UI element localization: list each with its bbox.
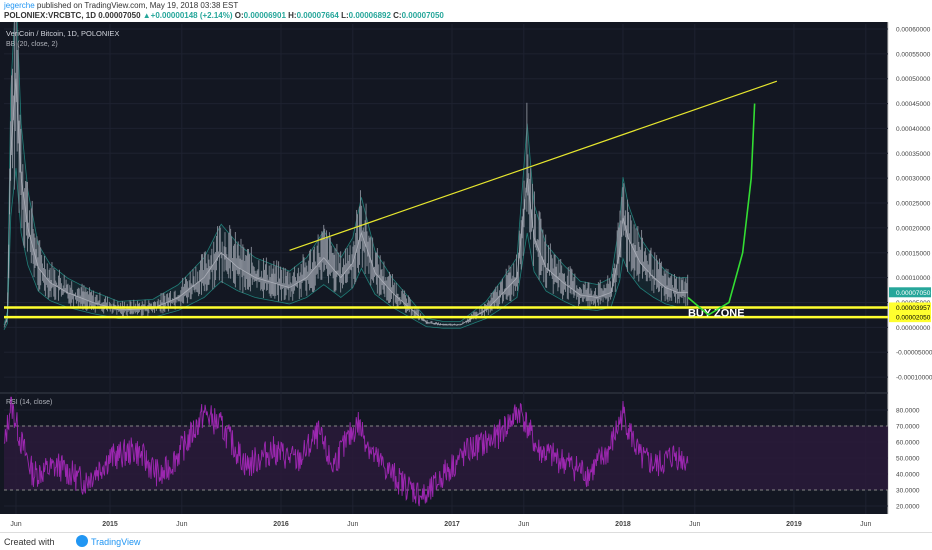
rsi-tick-label: 70.0000 (896, 424, 920, 431)
x-tick-label: 2017 (444, 521, 460, 528)
y-tick-label: 0.00010000 (896, 275, 931, 282)
x-tick-label: Jun (176, 521, 187, 528)
footer: Created with TradingView (0, 532, 932, 550)
x-tick-label: Jun (689, 521, 700, 528)
zone-price-label: 0.00002050 (896, 315, 931, 322)
y-tick-label: -0.00005000 (896, 350, 932, 357)
price-change: +0.00000148 (+2.14%) (150, 11, 233, 20)
rsi-tick-label: 30.0000 (896, 488, 920, 495)
buy-zone-label: BUY ZONE (688, 307, 745, 319)
x-tick-label: Jun (10, 521, 21, 528)
projection-curve (687, 103, 756, 316)
x-tick-label: Jun (347, 521, 358, 528)
chart-svg[interactable]: Jun 2015 Jun 2016 Jun 2017 Jun 2018 Jun 2019 Jun 0.… (0, 0, 932, 532)
rsi-tick-label: 80.0000 (896, 408, 920, 415)
x-tick-label: Jun (860, 521, 871, 528)
low-value: 0.00006892 (348, 11, 391, 20)
y-tick-label: 0.00055000 (896, 51, 931, 58)
low-label: L: (341, 11, 349, 20)
close-label: C: (393, 11, 402, 20)
price-axis-background (888, 22, 932, 532)
zone-price-label: 0.00003957 (896, 305, 931, 312)
y-tick-label: 0.00040000 (896, 126, 931, 133)
x-tick-label: 2015 (102, 521, 118, 528)
high-label: H: (288, 11, 297, 20)
open-value: 0.00006901 (243, 11, 286, 20)
rsi-tick-label: 60.0000 (896, 440, 920, 447)
ohlc-line: POLONIEX:VRCBTC, 1D 0.00007050 ▲+0.00000… (4, 11, 444, 20)
tradingview-logo-icon (76, 535, 88, 547)
rsi-tick-label: 40.0000 (896, 472, 920, 479)
rsi-legend: RSI (14, close) (6, 399, 52, 406)
up-arrow-icon: ▲ (142, 11, 151, 20)
current-price-label: 0.00007050 (896, 290, 931, 297)
zone-price-tag (889, 312, 931, 323)
author-link[interactable]: jegerche (4, 1, 35, 10)
created-with-text: Created with (4, 537, 55, 547)
bollinger-upper-band (3, 0, 688, 325)
high-value: 0.00007664 (296, 11, 339, 20)
symbol-label: POLONIEX:VRCBTC, 1D (4, 11, 97, 20)
close-value: 0.00007050 (401, 11, 444, 20)
time-axis-background (0, 514, 932, 532)
chart-area[interactable]: Jun 2015 Jun 2016 Jun 2017 Jun 2018 Jun 2019 Jun 0.… (0, 0, 932, 532)
rsi-line (3, 396, 689, 507)
open-label: O: (234, 11, 244, 20)
rsi-tick-label: 50.0000 (896, 456, 920, 463)
y-tick-label: 0.00035000 (896, 151, 931, 158)
y-tick-label: 0.00000000 (896, 325, 931, 332)
publish-info: jegerche published on TradingView.com, M… (4, 1, 238, 10)
x-tick-label: 2019 (786, 521, 802, 528)
price-line (3, 78, 688, 328)
chart-header: jegerche published on TradingView.com, M… (0, 0, 932, 22)
zone-price-tag (889, 302, 931, 313)
bb-legend: BB (20, close, 2) (6, 41, 58, 48)
x-tick-label: Jun (518, 521, 529, 528)
y-tick-label: 0.00025000 (896, 201, 931, 208)
y-tick-label: 0.00020000 (896, 225, 931, 232)
main-legend-title: VeriCoin / Bitcoin, 1D, POLONIEX (6, 29, 119, 38)
x-tick-label: 2016 (273, 521, 289, 528)
y-tick-label: 0.00050000 (896, 76, 931, 83)
rsi-tick-label: 20.0000 (896, 504, 920, 511)
trendline (289, 80, 778, 251)
x-tick-label: 2018 (615, 521, 631, 528)
y-tick-label: 0.00015000 (896, 250, 931, 257)
current-price-tag (889, 287, 931, 298)
y-tick-label: 0.00045000 (896, 101, 931, 108)
y-tick-label: 0.00030000 (896, 176, 931, 183)
tradingview-brand[interactable]: TradingView (91, 537, 141, 547)
y-tick-label: -0.00010000 (896, 375, 932, 382)
publish-text: published on TradingView.com, May 19, 20… (34, 1, 239, 10)
last-price: 0.00007050 (98, 11, 141, 20)
y-tick-label: 0.00060000 (896, 26, 931, 33)
